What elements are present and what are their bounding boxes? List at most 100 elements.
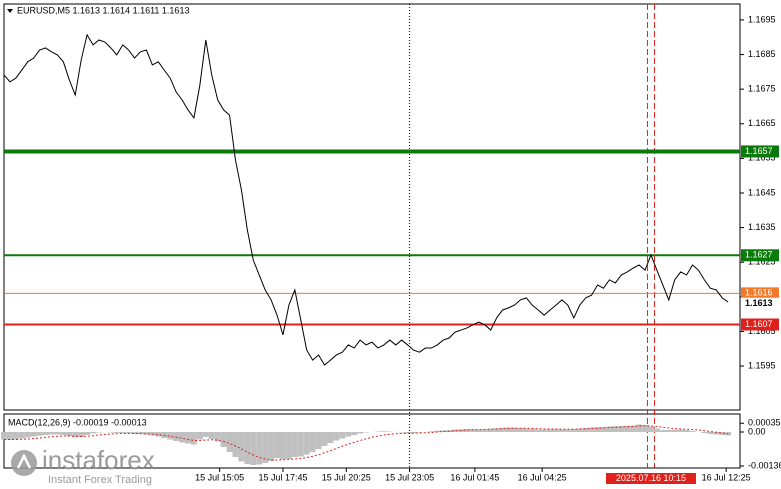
macd-bar xyxy=(594,427,601,432)
y-tick-label: 1.1625 xyxy=(748,257,776,267)
macd-bar xyxy=(220,432,227,447)
chart-title: EURUSD,M5 1.1613 1.1614 1.1611 1.1613 xyxy=(17,5,189,15)
y-tick-label: 1.1595 xyxy=(748,360,776,370)
macd-bar xyxy=(268,432,275,461)
x-tick-label: 15 Jul 15:05 xyxy=(195,472,244,482)
y-tick-label: 1.1655 xyxy=(748,153,776,163)
macd-bar xyxy=(280,432,286,460)
macd-bar xyxy=(155,432,162,437)
macd-bar xyxy=(659,430,666,432)
macd-bar xyxy=(683,430,690,432)
macd-bar xyxy=(113,432,120,433)
macd-bar xyxy=(428,431,435,432)
macd-bar xyxy=(24,432,31,438)
macd-bar xyxy=(84,432,91,435)
macd-bar xyxy=(226,432,233,452)
macd-bar xyxy=(380,431,387,432)
macd-bar xyxy=(523,428,530,432)
logo-mark xyxy=(16,453,32,469)
y-tick-label: 1.1665 xyxy=(748,118,776,128)
macd-bar xyxy=(285,432,292,459)
macd-bar xyxy=(505,427,512,432)
macd-bar xyxy=(582,428,589,432)
x-tick-label: 15 Jul 20:25 xyxy=(322,472,371,482)
macd-frame xyxy=(3,413,741,469)
macd-bar xyxy=(173,432,180,441)
macd-bar xyxy=(18,432,25,439)
macd-bar xyxy=(357,432,364,434)
macd-bar xyxy=(440,430,447,432)
macd-bar xyxy=(96,432,102,433)
macd-bar xyxy=(143,432,150,435)
last-price-bg xyxy=(741,297,779,310)
macd-bar xyxy=(131,432,138,434)
macd-bar xyxy=(351,432,358,435)
macd-bar xyxy=(612,426,619,432)
macd-bar xyxy=(214,432,221,442)
y-tick-label: 1.1635 xyxy=(748,222,776,232)
macd-bar xyxy=(404,432,411,433)
macd-bar xyxy=(30,432,37,437)
macd-bar xyxy=(564,429,571,432)
macd-bar xyxy=(677,429,684,432)
macd-bar xyxy=(713,432,720,435)
macd-bar xyxy=(701,432,708,433)
macd-bar xyxy=(374,431,381,432)
macd-label: MACD(12,26,9) -0.00019 -0.00013 xyxy=(8,417,147,427)
last-price-label: 1.1613 xyxy=(745,298,773,308)
main-frame xyxy=(3,3,741,411)
y-tick-label: 1.1695 xyxy=(748,14,776,24)
macd-bar xyxy=(636,424,643,432)
macd-bar xyxy=(434,430,441,432)
macd-bar xyxy=(410,432,417,433)
macd-y-tick-label: -0.00136 xyxy=(748,460,781,470)
macd-bar xyxy=(36,432,43,436)
macd-signal xyxy=(4,425,729,461)
macd-bar xyxy=(606,426,613,432)
macd-bar xyxy=(60,432,67,435)
macd-bar xyxy=(499,427,506,432)
crosshair-label: 2025.07.16 10:15 xyxy=(616,473,686,483)
level-label-bg xyxy=(741,287,779,300)
macd-y-tick-label: 0.00035 xyxy=(748,418,781,428)
macd-bar xyxy=(48,432,55,435)
macd-bar xyxy=(469,429,476,432)
macd-bar xyxy=(54,432,61,435)
macd-bar xyxy=(208,432,215,439)
level-label-bg xyxy=(741,145,779,158)
macd-bar xyxy=(90,432,96,434)
macd-bar xyxy=(167,432,174,440)
macd-bar xyxy=(618,426,625,432)
macd-bar xyxy=(452,429,459,432)
crosshair-label-bg xyxy=(605,473,696,484)
macd-bar xyxy=(653,428,660,432)
macd-bar xyxy=(12,432,19,440)
macd-bar xyxy=(309,432,316,452)
level-label-bg xyxy=(741,318,779,331)
macd-bar xyxy=(119,432,126,433)
macd-bar xyxy=(125,432,132,434)
macd-bar xyxy=(535,429,542,432)
x-tick-label: 16 Jul 04:25 xyxy=(518,472,567,482)
macd-bar xyxy=(262,432,269,463)
y-tick-label: 1.1645 xyxy=(748,187,776,197)
y-tick-label: 1.1675 xyxy=(748,84,776,94)
logo-tagline: Instant Forex Trading xyxy=(48,474,152,486)
macd-bar xyxy=(196,432,203,440)
macd-bar xyxy=(553,429,559,432)
macd-bar xyxy=(333,432,340,441)
macd-bar xyxy=(665,430,672,432)
macd-bar xyxy=(250,432,257,465)
macd-bar xyxy=(529,429,536,432)
price-line xyxy=(3,33,729,366)
macd-bar xyxy=(600,427,607,432)
macd-bar xyxy=(487,428,494,432)
macd-bar xyxy=(547,429,554,432)
x-tick-label: 15 Jul 23:05 xyxy=(385,472,434,482)
macd-bar xyxy=(630,425,637,432)
macd-bar xyxy=(707,432,714,434)
macd-bar xyxy=(541,429,548,432)
macd-bar xyxy=(386,431,393,432)
macd-bar xyxy=(648,426,654,432)
